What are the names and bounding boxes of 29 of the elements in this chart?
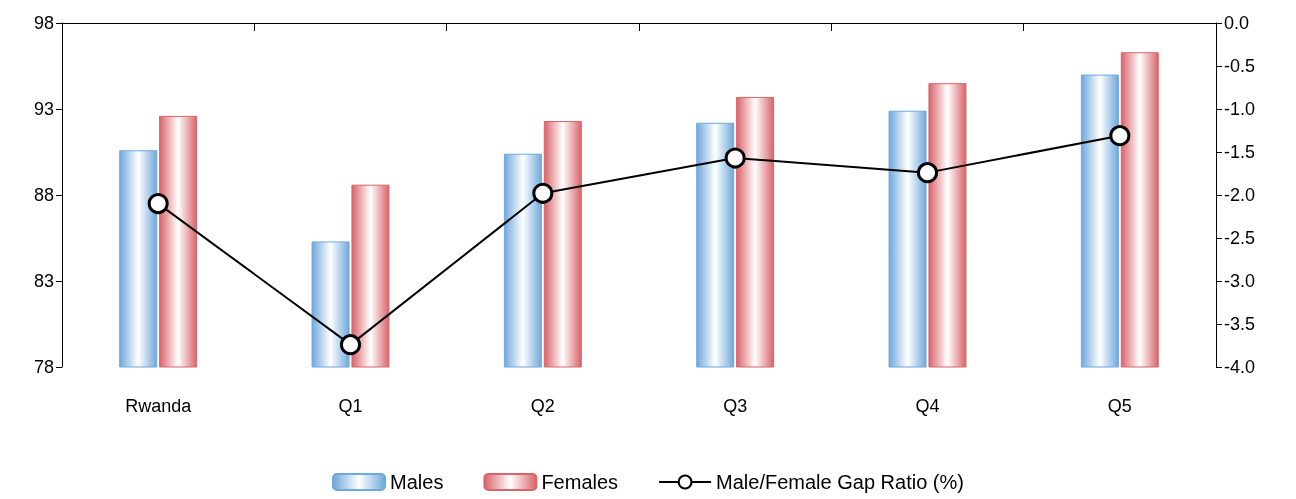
y2-tick-label: -0.5: [1224, 56, 1256, 76]
point: [532, 182, 554, 204]
y-tick-label: 78: [33, 357, 54, 377]
x-tick-label: Rwanda: [125, 396, 193, 416]
point: [1109, 125, 1131, 147]
y-tick-label: 98: [33, 13, 54, 33]
legend-label: Females: [541, 471, 619, 493]
x-tick-label: Q2: [530, 396, 555, 416]
legend-label: Males: [390, 471, 444, 493]
y-tick-label: 93: [33, 99, 54, 119]
point: [147, 193, 169, 215]
y2-tick-label: -1.0: [1224, 99, 1256, 119]
point: [917, 162, 938, 184]
y2-tick-label: 0.0: [1224, 13, 1250, 33]
point: [724, 147, 746, 169]
x-tick-label: Q4: [915, 396, 940, 416]
y-tick-label: 83: [33, 271, 54, 291]
x-tick-label: Q3: [723, 396, 748, 416]
y2-tick-label: -3.5: [1224, 314, 1256, 334]
x-tick-label: Q5: [1107, 396, 1132, 416]
point: [340, 334, 361, 356]
y2-tick-label: -2.5: [1224, 228, 1256, 248]
y2-tick-label: -4.0: [1224, 357, 1256, 377]
y2-tick-label: -3.0: [1224, 271, 1256, 291]
legend-label: Male/Female Gap Ratio (%): [716, 471, 964, 493]
x-tick-label: Q1: [338, 396, 363, 416]
y2-tick-label: -1.5: [1224, 142, 1256, 162]
y-tick-label: 88: [33, 185, 54, 205]
y2-tick-label: -2.0: [1224, 185, 1256, 205]
